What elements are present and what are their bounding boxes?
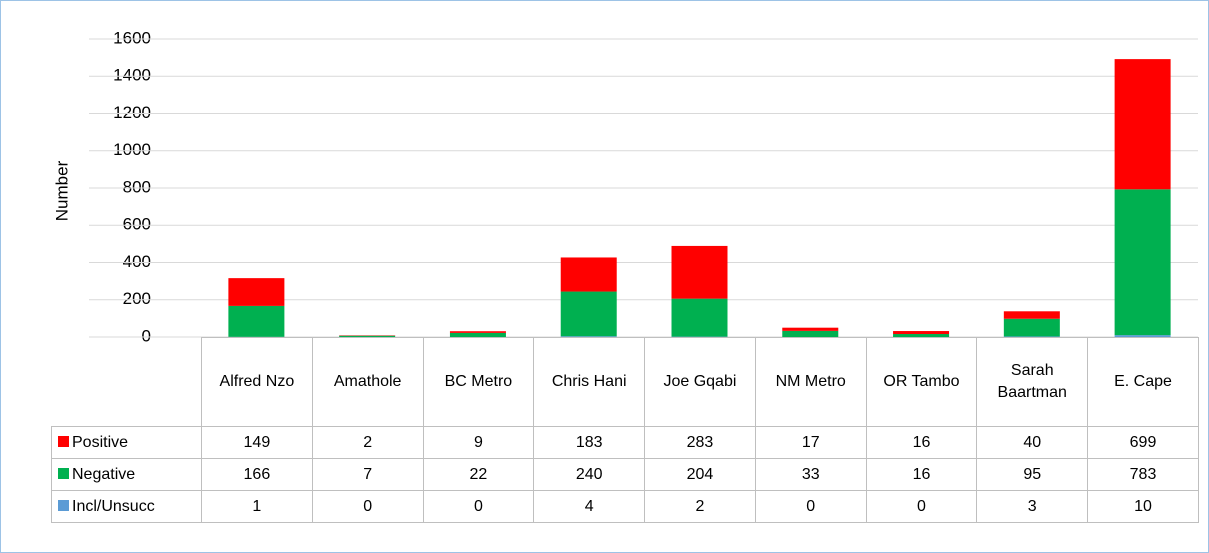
- series-row: Incl/Unsucc 1 0 0 4 2 0 0 3 10: [51, 490, 1199, 523]
- category-label: Alfred Nzo: [201, 337, 313, 427]
- bar-segment: [560, 291, 617, 337]
- y-tick-label: 1200: [113, 103, 151, 122]
- category-label: BC Metro: [422, 337, 535, 427]
- legend-label: Incl/Unsucc: [72, 497, 155, 515]
- bar-segment: [1114, 189, 1171, 336]
- bar-segment: [339, 335, 396, 337]
- y-tick-label: 0: [142, 326, 151, 345]
- bar-segment: [893, 334, 950, 337]
- corner: [51, 337, 202, 427]
- value-cell: 3: [976, 490, 1089, 523]
- bar-segment: [1003, 336, 1060, 337]
- legend-label: Negative: [72, 465, 136, 483]
- value-cell: 0: [865, 490, 978, 523]
- bar-segment: [782, 330, 839, 337]
- category-label: NM Metro: [754, 337, 867, 427]
- y-axis-label: Number: [52, 160, 71, 221]
- value-cell: 283: [644, 426, 756, 459]
- bar-segment: [1003, 311, 1060, 319]
- legend-label: Positive: [72, 433, 129, 451]
- category-label: Chris Hani: [533, 337, 646, 427]
- category-label: OR Tambo: [865, 337, 978, 427]
- value-cell: 0: [311, 490, 424, 523]
- y-tick-label: 200: [123, 289, 151, 308]
- value-cell: 40: [976, 426, 1089, 459]
- category-label: Joe Gqabi: [644, 337, 756, 427]
- value-cell: 166: [201, 458, 313, 491]
- bar-segment: [228, 305, 285, 337]
- value-cell: 2: [311, 426, 424, 459]
- bar-segment: [1114, 59, 1171, 190]
- y-tick-label: 1600: [113, 28, 151, 47]
- value-cell: 16: [865, 426, 978, 459]
- bar-segment: [671, 245, 728, 299]
- value-cell: 22: [422, 458, 535, 491]
- value-cell: 0: [754, 490, 867, 523]
- bar-segment: [228, 278, 285, 306]
- bar-segment: [449, 331, 506, 333]
- category-label: E. Cape: [1087, 337, 1199, 427]
- value-cell: 7: [311, 458, 424, 491]
- bar-segment: [1114, 335, 1171, 337]
- value-cell: 699: [1087, 426, 1199, 459]
- value-cell: 10: [1087, 490, 1199, 523]
- bar-segment: [560, 336, 617, 337]
- y-tick-label: 800: [123, 177, 151, 196]
- legend-entry: Incl/Unsucc: [51, 490, 202, 523]
- legend-swatch: [58, 499, 69, 511]
- bar-segment: [893, 331, 950, 335]
- value-cell: 4: [533, 490, 646, 523]
- bar-segment: [782, 327, 839, 331]
- value-cell: 33: [754, 458, 867, 491]
- series-row: Negative 166 7 22 240 204 33 16 95 783: [51, 458, 1199, 491]
- y-tick-label: 600: [123, 215, 151, 234]
- series-row: Positive 149 2 9 183 283 17 16 40 699: [51, 426, 1199, 459]
- value-cell: 149: [201, 426, 313, 459]
- bar-segment: [560, 257, 617, 292]
- value-cell: 0: [422, 490, 535, 523]
- value-cell: 9: [422, 426, 535, 459]
- legend-swatch: [58, 435, 69, 447]
- value-cell: 17: [754, 426, 867, 459]
- data-table: Alfred Nzo Amathole BC Metro Chris Hani Joe …: [51, 337, 1199, 523]
- bar-segment: [1003, 318, 1060, 337]
- value-cell: 183: [533, 426, 646, 459]
- y-tick-label: 1000: [113, 140, 151, 159]
- category-label: Amathole: [311, 337, 424, 427]
- value-cell: 1: [201, 490, 313, 523]
- value-cell: 95: [976, 458, 1089, 491]
- value-cell: 240: [533, 458, 646, 491]
- y-tick-label: 400: [123, 252, 151, 271]
- value-cell: 204: [644, 458, 756, 491]
- category-label: Sarah Baartman: [976, 337, 1089, 427]
- value-cell: 2: [644, 490, 756, 523]
- legend-entry: Positive: [51, 426, 202, 459]
- bar-segment: [671, 298, 728, 337]
- legend-entry: Negative: [51, 458, 202, 491]
- legend-swatch: [58, 467, 69, 479]
- bar-segment: [449, 332, 506, 337]
- value-cell: 16: [865, 458, 978, 491]
- value-cell: 783: [1087, 458, 1199, 491]
- y-tick-label: 1400: [113, 66, 151, 85]
- header-row: Alfred Nzo Amathole BC Metro Chris Hani Joe …: [51, 337, 1199, 427]
